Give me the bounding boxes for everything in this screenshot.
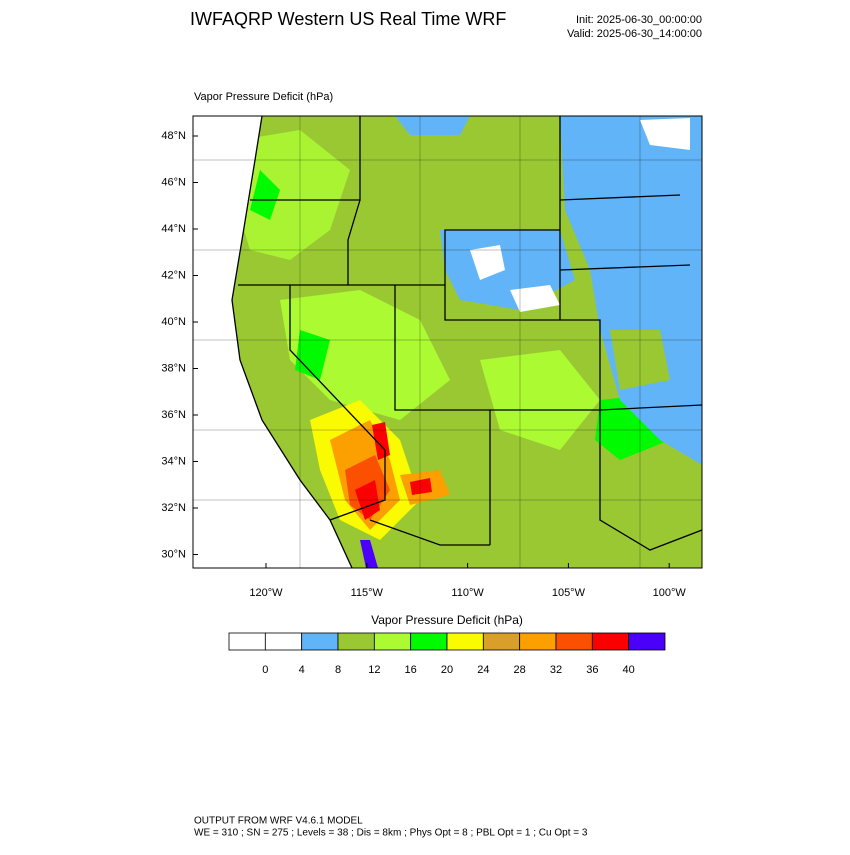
- colorbar: 0 4 8 12 16 20 24 28 32 36 40: [228, 632, 666, 676]
- colorbar-box: [519, 632, 557, 651]
- colorbar-label: 24: [477, 664, 489, 676]
- colorbar-box: [337, 632, 375, 651]
- colorbar-label: 28: [514, 664, 526, 676]
- colorbar-box: [628, 632, 666, 651]
- colorbar-label: 40: [623, 664, 635, 676]
- lat-label: 30°N: [161, 548, 186, 560]
- colorbar-box: [410, 632, 448, 651]
- colorbar-box: [446, 632, 484, 651]
- colorbar-box: [482, 632, 521, 651]
- colorbar-label: 0: [262, 664, 268, 676]
- colorbar-box: [228, 632, 266, 651]
- footer-line: OUTPUT FROM WRF V4.6.1 MODEL: [194, 816, 363, 827]
- colorbar-box: [555, 632, 593, 651]
- colorbar-box: [264, 632, 303, 651]
- colorbar-label: 12: [368, 664, 380, 676]
- colorbar-box: [591, 632, 630, 651]
- lat-label: 40°N: [161, 316, 186, 328]
- colorbar-label: 4: [299, 664, 305, 676]
- init-time: Init: 2025-06-30_00:00:00: [576, 14, 702, 26]
- lat-labels: 48°N 46°N 44°N 42°N 40°N 38°N 36°N 34°N 32°N 30°N: [161, 130, 198, 560]
- title: IWFAQRP Western US Real Time WRF: [190, 9, 506, 29]
- lat-label: 32°N: [161, 502, 186, 514]
- lat-label: 38°N: [161, 362, 186, 374]
- lon-labels: 120°W 115°W 110°W 105°W 100°W: [249, 563, 686, 599]
- lat-label: 34°N: [161, 455, 186, 467]
- colorbar-title: Vapor Pressure Deficit (hPa): [371, 613, 523, 627]
- lon-label: 100°W: [653, 587, 687, 599]
- colorbar-label: 36: [586, 664, 598, 676]
- colorbar-label: 32: [550, 664, 562, 676]
- map-subtitle: Vapor Pressure Deficit (hPa): [194, 91, 333, 103]
- colorbar-box: [373, 632, 412, 651]
- footer-line: WE = 310 ; SN = 275 ; Levels = 38 ; Dis …: [194, 828, 588, 839]
- lat-label: 46°N: [161, 176, 186, 188]
- map-frame: [192, 115, 703, 569]
- colorbar-box: [301, 632, 339, 651]
- colorbar-label: 20: [441, 664, 453, 676]
- lon-label: 120°W: [249, 587, 283, 599]
- lat-label: 48°N: [161, 130, 186, 142]
- lat-label: 42°N: [161, 269, 186, 281]
- lat-label: 44°N: [161, 223, 186, 235]
- map: [193, 116, 702, 568]
- lon-label: 105°W: [552, 587, 586, 599]
- valid-time: Valid: 2025-06-30_14:00:00: [567, 28, 702, 40]
- lat-label: 36°N: [161, 409, 186, 421]
- colorbar-label: 8: [335, 664, 341, 676]
- lon-label: 115°W: [351, 587, 384, 599]
- lon-label: 110°W: [451, 587, 484, 599]
- colorbar-label: 16: [405, 664, 417, 676]
